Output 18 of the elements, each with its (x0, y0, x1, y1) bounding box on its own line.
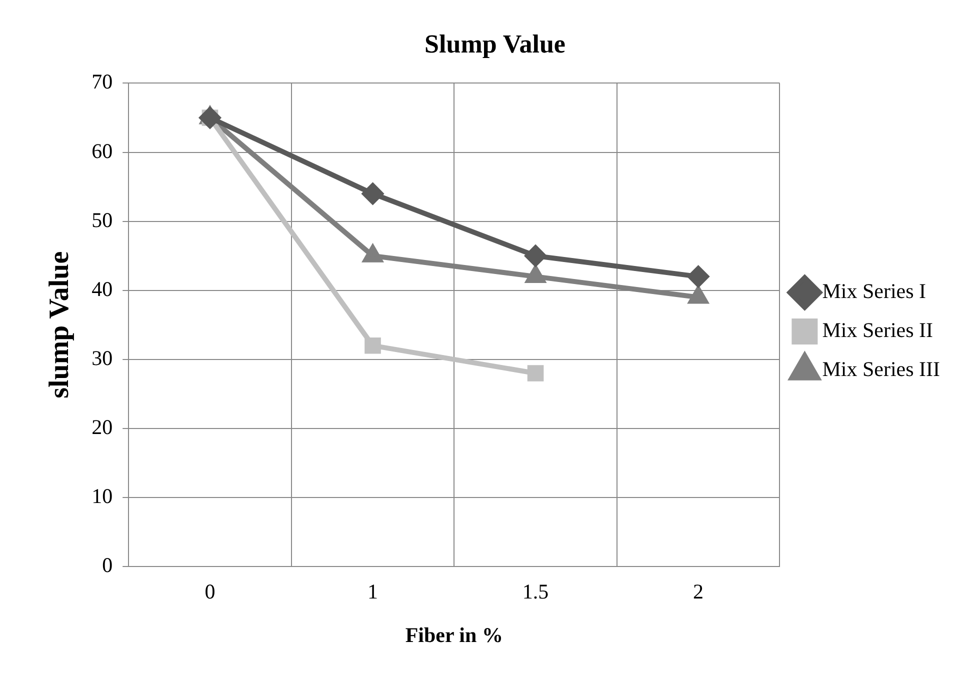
y-tick-label: 40 (92, 276, 113, 301)
y-tick-label: 70 (92, 70, 113, 94)
y-tick-label: 0 (102, 553, 113, 578)
y-tick-label: 60 (92, 138, 113, 163)
y-tick-label: 30 (92, 346, 113, 370)
legend-label: Mix Series I (822, 279, 926, 304)
x-tick-label: 0 (204, 580, 216, 604)
legend-label: Mix Series II (822, 318, 934, 342)
legend-label: Mix Series III (822, 357, 940, 382)
chart-title: Slump Value (424, 29, 566, 58)
y-tick-label: 20 (92, 415, 113, 439)
x-axis-title: Fiber in % (405, 622, 503, 647)
x-tick-label: 2 (693, 580, 704, 604)
x-tick-label: 1.5 (522, 580, 549, 604)
y-tick-label: 10 (92, 484, 113, 508)
y-axis-title: slump Value (44, 251, 76, 398)
y-tick-label: 50 (92, 208, 113, 232)
x-tick-label: 1 (368, 580, 378, 604)
